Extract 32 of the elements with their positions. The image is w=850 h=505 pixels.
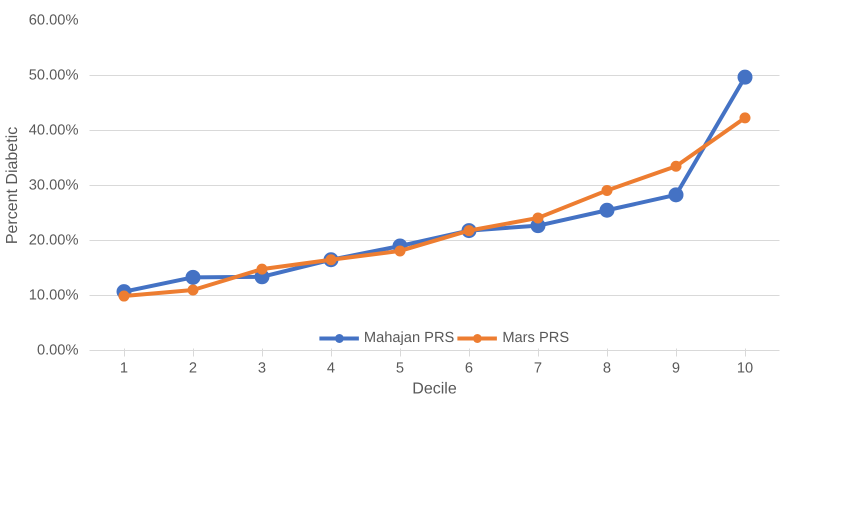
x-axis-title: Decile [412,380,457,398]
y-tick-label: 10.00% [28,288,79,304]
point [738,70,752,85]
point [394,245,406,256]
x-tick-label: 10 [736,360,754,376]
x-tick-label: 9 [672,360,680,376]
x-tick-label: 6 [464,360,474,376]
point [740,112,750,124]
point [602,184,612,196]
y-tick-label: 60.00% [28,12,79,28]
x-tick-label: 1 [120,360,128,376]
x-tick-label: 4 [326,360,336,376]
x-tick-label: 3 [258,360,266,376]
point [668,187,684,202]
legend-label: Mahajan PRS [364,330,454,346]
y-tick-label: 30.00% [28,178,79,194]
y-tick-label: 20.00% [28,232,79,248]
x-tick-label: 5 [396,360,404,376]
x-tick-label: 7 [534,360,542,376]
y-axis-title: Percent Diabetic [4,126,21,244]
y-tick-label: 40.00% [28,122,79,138]
x-tick-label: 2 [188,360,198,376]
point [532,212,544,224]
x-tick-label: 8 [602,360,612,376]
y-tick-label: 0.00% [36,342,79,358]
y-tick-label: 50.00% [28,68,79,84]
point [600,202,614,218]
point [188,284,198,296]
legend-label: Mars PRS [502,330,570,346]
point [256,264,268,275]
point [670,160,682,172]
point [186,270,200,285]
